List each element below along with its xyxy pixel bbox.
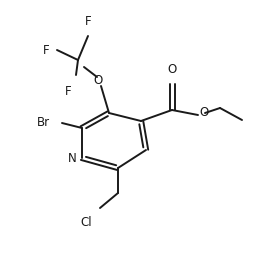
Text: F: F [42, 44, 49, 57]
Text: Br: Br [37, 117, 50, 130]
Text: F: F [85, 15, 91, 28]
Text: F: F [64, 85, 71, 98]
Text: Cl: Cl [80, 216, 92, 229]
Text: O: O [167, 63, 177, 76]
Text: O: O [199, 107, 208, 119]
Text: O: O [93, 75, 103, 87]
Text: N: N [68, 151, 77, 165]
